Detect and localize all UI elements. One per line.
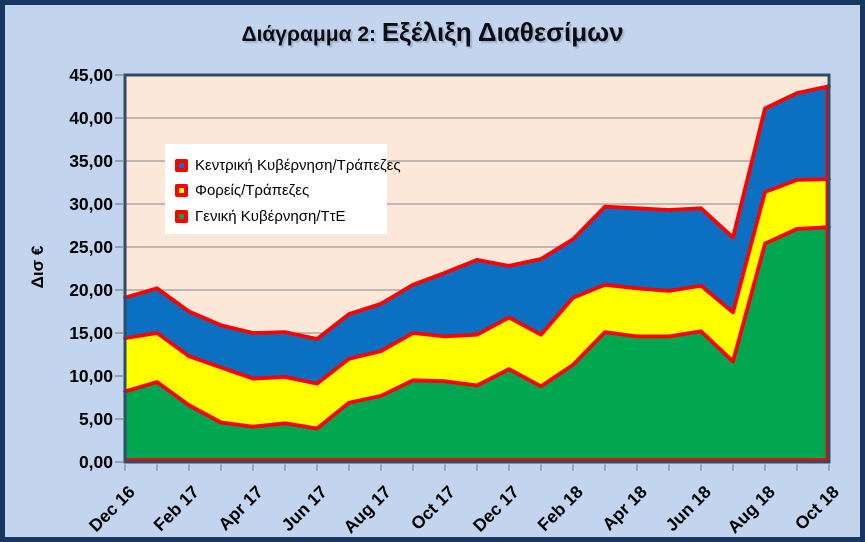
plot-border [123,73,831,464]
series-outline-0 [123,225,831,431]
x-tick-label: Oct 18 [791,481,843,533]
y-tick-label: 5,00 [79,409,113,429]
legend-item: Κεντρική Κυβέρνηση/Τράπεζες [175,153,401,177]
series-outline-2 [123,84,831,341]
stacked-area-chart: 0,00 5,00 10,00 15,00 20,00 25,00 30,00 35,00 40… [69,65,843,538]
legend: Κεντρική Κυβέρνηση/Τράπεζες Φορείς/Τράπεζ… [165,144,401,234]
legend-item: Φορείς/Τράπεζες [175,179,377,203]
x-tick-label: Jun 17 [277,482,330,535]
y-tick-label: 20,00 [69,280,113,300]
x-tick-label: Oct 17 [407,482,459,534]
legend-item-label: Γενική Κυβέρνηση/ΤτΕ [195,207,346,225]
series-area-0 [125,227,829,462]
y-axis-title: Δισ € [28,245,47,289]
x-tick-label: Apr 18 [598,481,651,534]
y-tick-label: 35,00 [69,151,113,171]
series-outline-1 [123,177,831,386]
legend-swatch-fill [179,162,184,168]
y-tick-label: 0,00 [79,452,113,472]
y-tick-label: 40,00 [69,108,113,128]
x-tick-label: Jun 18 [661,482,715,536]
y-tick-label: 30,00 [69,194,113,214]
legend-item-label: Κεντρική Κυβέρνηση/Τράπεζες [195,156,401,174]
y-tick-label: 10,00 [69,366,113,386]
legend-color-swatch [175,209,188,223]
x-tick-label: Aug 17 [339,482,394,537]
x-tick-label: Feb 18 [533,482,587,536]
x-tick-label: Apr 17 [214,482,267,535]
legend-item-label: Φορείς/Τράπεζες [195,182,310,199]
y-tick-label: 15,00 [69,323,113,343]
legend-swatch-fill [179,213,184,219]
legend-swatch-fill [179,188,184,193]
series-area-2 [125,86,829,384]
x-tick-label: Dec 17 [469,482,523,536]
x-tick-label: Dec 16 [85,482,139,536]
chart-title-main: Εξέλιξη Διαθεσίμων [381,17,624,47]
legend-color-swatch [175,184,188,197]
x-tick-label: Feb 17 [149,482,202,535]
legend-item: Γενική Κυβέρνηση/ΤτΕ [175,204,377,228]
chart-title-prefix: Διάγραμμα 2: [241,23,382,46]
x-tick-label: Aug 18 [723,482,779,538]
legend-color-swatch [175,158,188,172]
y-tick-label: 45,00 [69,65,113,85]
chart-title: Διάγραμμα 2: Εξέλιξη Διαθεσίμων [5,17,860,48]
y-tick-label: 25,00 [69,237,113,257]
series-area-1 [125,179,829,429]
